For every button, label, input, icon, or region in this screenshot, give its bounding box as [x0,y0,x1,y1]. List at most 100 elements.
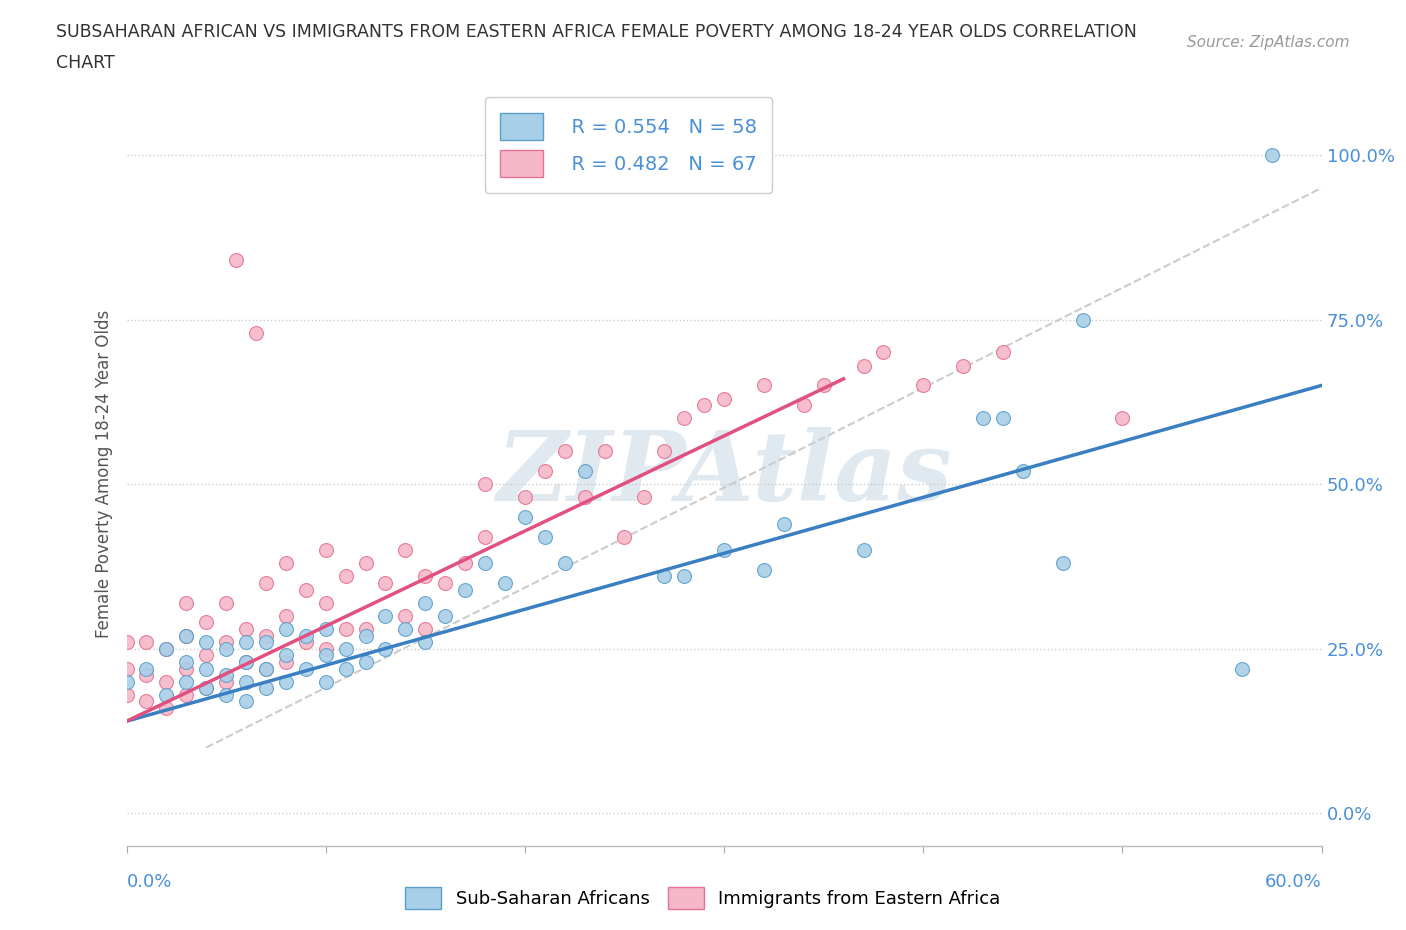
Point [254,628,277,643]
Point [174,661,197,676]
Point [972,411,994,426]
Point [533,463,555,478]
Point [315,595,337,610]
Point [1230,661,1253,676]
Point [174,628,197,643]
Point [274,648,297,663]
Point [474,556,496,571]
Point [254,661,277,676]
Point [135,635,157,650]
Point [852,358,875,373]
Text: ZIPAtlas: ZIPAtlas [496,427,952,522]
Point [852,542,875,557]
Point [374,608,396,623]
Point [354,621,377,636]
Point [354,628,377,643]
Point [513,510,536,525]
Text: 60.0%: 60.0% [1265,872,1322,891]
Point [135,694,157,709]
Point [434,608,457,623]
Legend: Sub-Saharan Africans, Immigrants from Eastern Africa: Sub-Saharan Africans, Immigrants from Ea… [398,880,1008,916]
Point [912,378,935,392]
Point [174,595,197,610]
Point [315,648,337,663]
Point [454,556,477,571]
Point [115,687,138,702]
Point [533,529,555,544]
Point [274,621,297,636]
Point [254,681,277,696]
Point [155,687,177,702]
Point [574,490,596,505]
Point [394,542,416,557]
Point [513,490,536,505]
Point [813,378,835,392]
Point [752,378,775,392]
Point [135,661,157,676]
Text: SUBSAHARAN AFRICAN VS IMMIGRANTS FROM EASTERN AFRICA FEMALE POVERTY AMONG 18-24 : SUBSAHARAN AFRICAN VS IMMIGRANTS FROM EA… [56,23,1137,41]
Point [374,642,396,657]
Point [195,681,218,696]
Point [215,595,238,610]
Point [1071,312,1094,327]
Point [574,463,596,478]
Point [413,635,436,650]
Point [235,674,257,689]
Point [235,694,257,709]
Point [274,556,297,571]
Point [195,661,218,676]
Point [225,253,247,268]
Point [652,569,675,584]
Point [793,398,815,413]
Point [1261,148,1284,163]
Text: CHART: CHART [56,54,115,72]
Point [613,529,636,544]
Point [115,661,138,676]
Point [474,529,496,544]
Point [195,681,218,696]
Point [354,655,377,670]
Point [413,569,436,584]
Point [155,700,177,715]
Point [652,444,675,458]
Point [174,674,197,689]
Point [294,582,316,597]
Point [215,674,238,689]
Point [215,687,238,702]
Point [315,542,337,557]
Point [673,569,696,584]
Point [155,642,177,657]
Point [174,687,197,702]
Point [235,655,257,670]
Point [235,655,257,670]
Point [991,411,1014,426]
Point [195,635,218,650]
Point [115,674,138,689]
Point [554,444,576,458]
Point [773,516,796,531]
Point [315,674,337,689]
Point [245,326,267,340]
Point [394,621,416,636]
Point [1111,411,1133,426]
Point [174,628,197,643]
Point [215,668,238,683]
Point [554,556,576,571]
Point [294,635,316,650]
Point [294,628,316,643]
Point [335,621,357,636]
Point [335,569,357,584]
Point [254,635,277,650]
Point [335,642,357,657]
Point [294,661,316,676]
Point [254,661,277,676]
Point [235,621,257,636]
Point [952,358,974,373]
Point [155,674,177,689]
Point [633,490,655,505]
Point [215,642,238,657]
Y-axis label: Female Poverty Among 18-24 Year Olds: Female Poverty Among 18-24 Year Olds [94,311,112,638]
Point [335,661,357,676]
Point [315,621,337,636]
Point [474,477,496,492]
